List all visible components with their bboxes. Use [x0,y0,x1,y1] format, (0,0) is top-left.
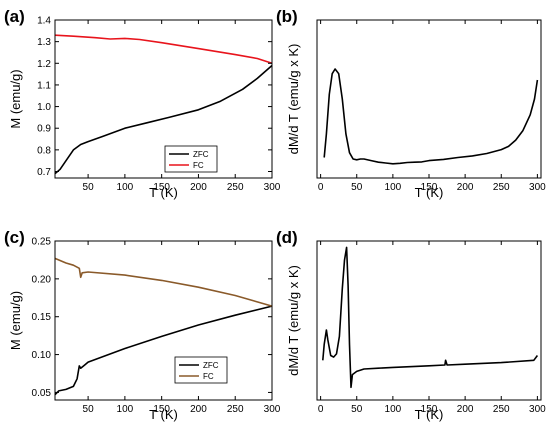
x-tick-label: 50 [83,404,95,415]
panel-label: (a) [4,7,25,26]
x-tick-label: 100 [385,404,402,415]
plot-frame [54,19,273,179]
x-tick-label: 50 [83,182,95,193]
x-tick-label: 0 [318,182,324,193]
plot-frame [54,240,273,401]
y-tick-label: 0.20 [32,274,52,285]
y-tick-label: 0.7 [37,167,51,178]
x-tick-label: 200 [457,404,474,415]
panel-b: (b) 0 50 100 150 200 250 300 T (K) dM/d T (emu/g … [276,7,546,200]
legend-label: ZFC [193,150,209,159]
y-tick-label: 1.0 [37,102,51,113]
y-tick-label: 0.25 [32,237,52,248]
legend: ZFC FC [174,356,228,384]
x-tick-label: 150 [153,404,170,415]
legend-label: FC [193,161,204,170]
x-tick-label: 300 [529,404,546,415]
y-axis-title: dM/d T (emu/g x K) [286,265,301,376]
x-tick-label: 50 [351,404,363,415]
panel-d: (d) 0 50 100 150 200 250 300 T (K) dM/d T (emu/g … [276,228,546,422]
x-tick-label: 150 [421,404,438,415]
y-tick-label: 1.3 [37,37,51,48]
x-tick-label: 50 [351,182,363,193]
x-tick-label: 200 [190,404,207,415]
x-tick-label: 300 [529,182,546,193]
x-axis-title: T (K) [149,185,178,200]
x-axis-title: T (K) [149,407,178,422]
x-tick-label: 100 [385,182,402,193]
x-tick-label: 250 [227,404,244,415]
panel-label: (c) [4,228,25,247]
panel-label: (b) [276,7,298,26]
y-tick-label: 0.9 [37,124,51,135]
y-tick-label: 1.2 [37,59,51,70]
x-tick-label: 250 [493,182,510,193]
series-line-dmdt [323,68,539,165]
panel-c: (c) 50 100 150 200 250 300 0.05 0.10 0.15 0.20 0.25… [4,228,281,422]
x-tick-label: 150 [153,182,170,193]
y-axis-title: M (emu/g) [8,291,23,350]
y-axis-title: dM/d T (emu/g x K) [286,44,301,155]
legend-label: ZFC [203,361,219,370]
x-tick-label: 100 [117,404,134,415]
series-line-zfc [54,305,273,396]
y-tick-label: 1.1 [37,80,51,91]
x-tick-label: 200 [457,182,474,193]
x-tick-label: 0 [318,404,324,415]
x-tick-label: 250 [493,404,510,415]
x-tick-label: 300 [264,404,281,415]
series-line-dmdt [322,246,539,389]
x-tick-label: 300 [264,182,281,193]
x-tick-label: 150 [421,182,438,193]
series-line-fc [54,34,273,65]
series-line-zfc [54,64,273,175]
legend-box [174,356,228,384]
panel-label: (d) [276,228,298,247]
legend-label: FC [203,372,214,381]
x-tick-label: 250 [227,182,244,193]
legend-box [164,145,218,173]
panel-a: (a) 50 100 150 200 250 300 0.7 0.8 0.9 1.0 1.1 1.2 1.… [4,7,281,200]
x-axis-title: T (K) [415,407,444,422]
x-tick-label: 200 [190,182,207,193]
y-tick-label: 0.8 [37,145,51,156]
y-tick-label: 0.15 [32,312,52,323]
y-tick-label: 1.4 [37,16,51,27]
series-line-fc [54,257,273,307]
legend: ZFC FC [164,145,218,173]
y-tick-label: 0.05 [32,388,52,399]
y-axis-title: M (emu/g) [8,69,23,128]
x-axis-title: T (K) [415,185,444,200]
y-tick-label: 0.10 [32,350,52,361]
x-tick-label: 100 [117,182,134,193]
